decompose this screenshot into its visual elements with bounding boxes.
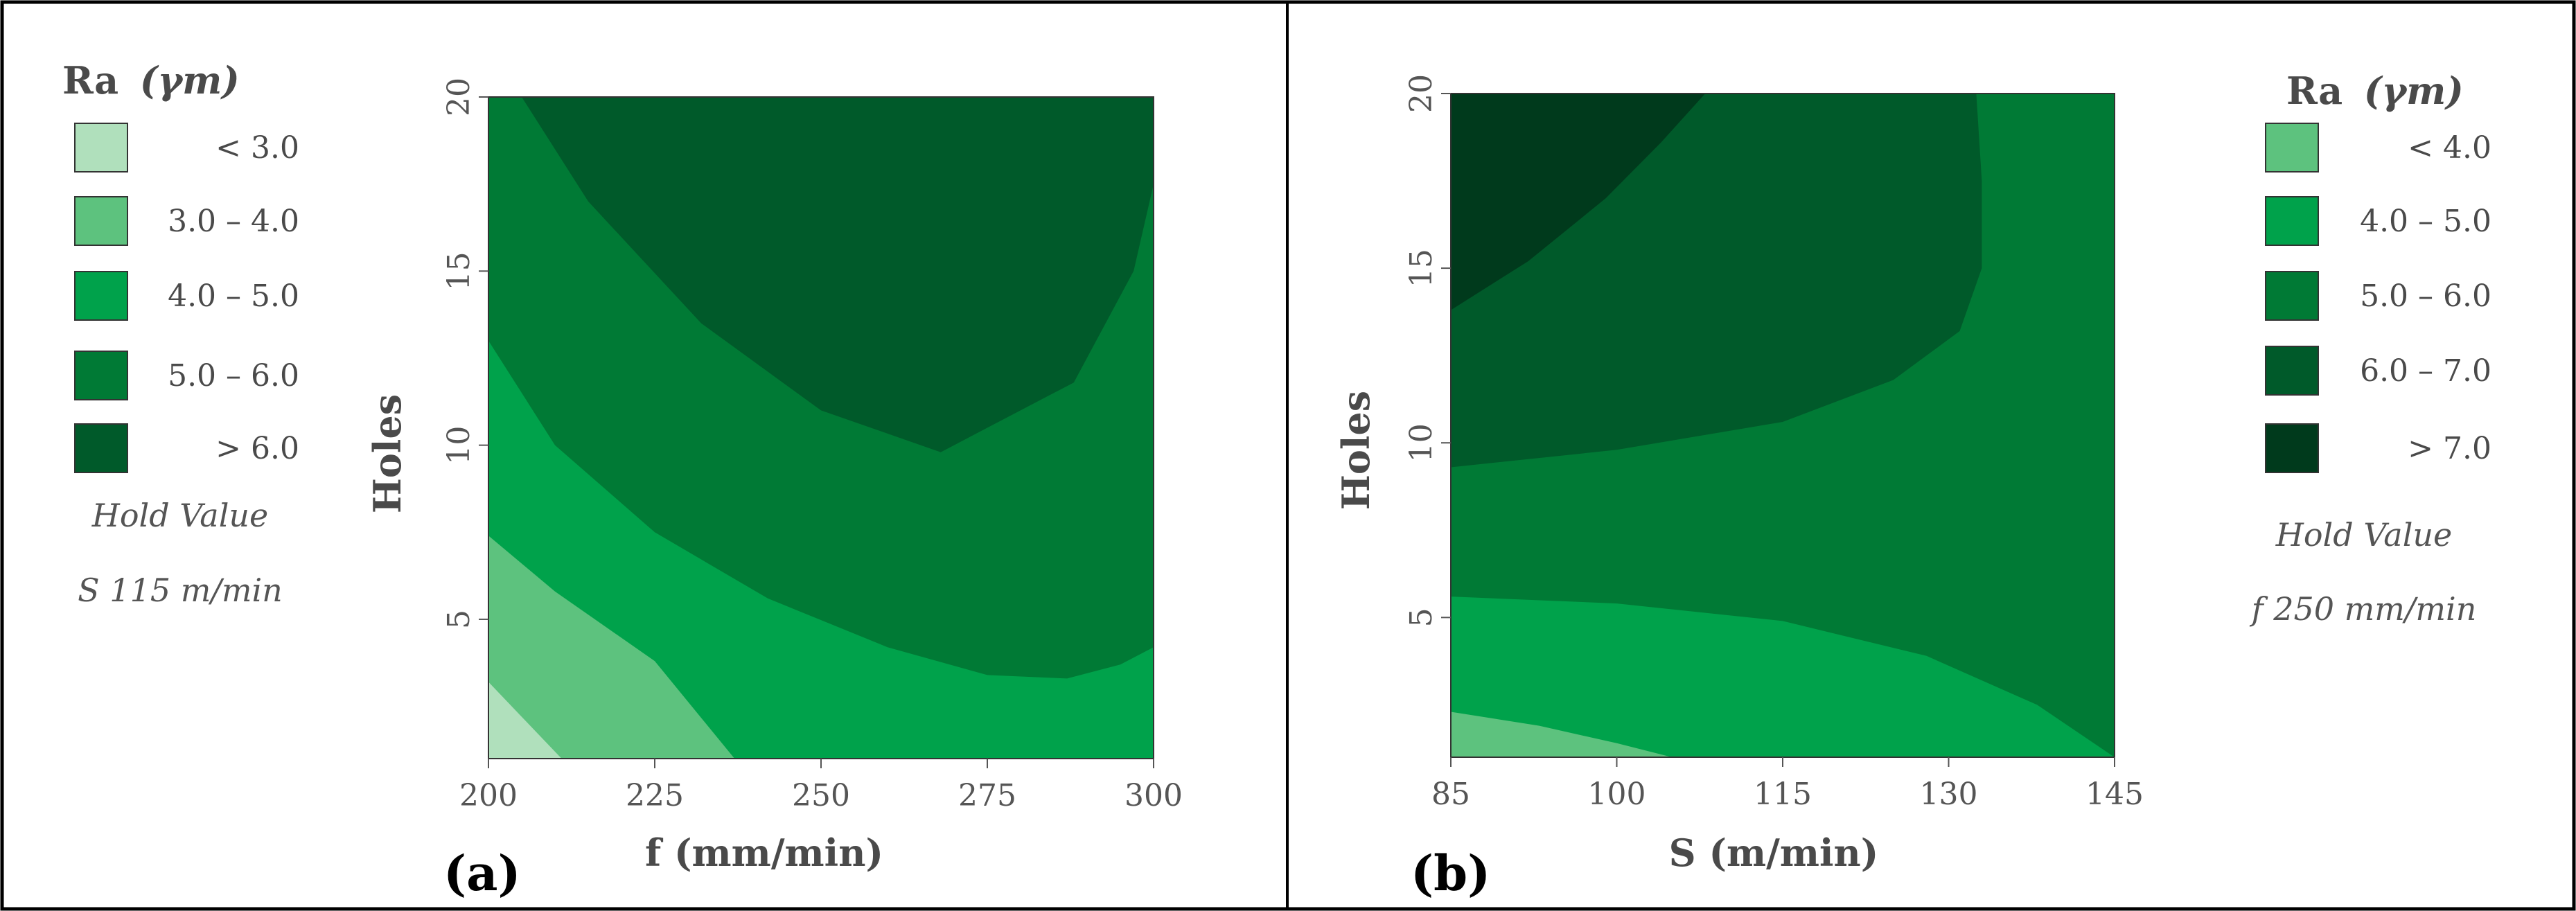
panel-a: Ra (γm) < 3.0 3.0 – 4.0 4.0 – 5.0 5.0 – …	[62, 58, 1183, 902]
x-tick-label-a-2: 250	[792, 778, 850, 813]
contour-region-a-2	[488, 340, 1154, 759]
y-ticks-a: 5 10 15 20	[441, 78, 488, 629]
legend-b-label-2: 5.0 – 6.0	[2360, 278, 2491, 314]
y-tick-label-a-0: 5	[441, 610, 477, 629]
legend-b-label-3: 6.0 – 7.0	[2360, 353, 2491, 389]
x-tick-label-b-4: 145	[2085, 777, 2144, 812]
legend-a-swatch-1	[74, 196, 128, 246]
contour-region-a-3	[488, 536, 735, 759]
y-axis-label-a: Holes	[365, 394, 409, 513]
x-ticks-b: 85 100 115 130 145	[1431, 757, 2144, 812]
contour-region-b-2	[1451, 94, 1706, 310]
x-tick-label-a-1: 225	[626, 778, 684, 813]
legend-b-title-text: Ra	[2286, 69, 2343, 113]
legend-a-swatch-2	[74, 271, 128, 321]
legend-a-label-4: > 6.0	[215, 431, 299, 466]
legend-a: Ra (γm) < 3.0 3.0 – 4.0 4.0 – 5.0 5.0 – …	[62, 58, 299, 609]
hold-value-a: S 115 m/min	[78, 572, 283, 609]
x-tick-label-a-3: 275	[958, 778, 1016, 813]
legend-b-swatch-3	[2265, 346, 2319, 396]
hold-value-b: f 250 mm/min	[2250, 590, 2477, 628]
legend-b-swatch-4	[2265, 423, 2319, 473]
x-tick-label-b-3: 130	[1920, 777, 1978, 812]
y-tick-label-b-0: 5	[1404, 608, 1439, 627]
panel-b: 85 100 115 130 145 5 10 15 20 Holes S (m/min) (…	[1334, 69, 2491, 902]
legend-b-label-1: 4.0 – 5.0	[2360, 204, 2491, 239]
y-tick-label-a-2: 15	[441, 251, 477, 290]
y-tick-label-b-3: 20	[1404, 74, 1439, 113]
legend-b-swatch-0	[2265, 123, 2319, 173]
legend-b-swatch-1	[2265, 196, 2319, 246]
contour-region-a-4	[488, 682, 562, 759]
legend-a-label-1: 3.0 – 4.0	[168, 204, 299, 239]
legend-b-label-0: < 4.0	[2408, 130, 2491, 166]
x-axis-label-a: f (mm/min)	[645, 831, 883, 875]
contour-region-a-1	[522, 97, 1154, 452]
legend-b: Ra (γm) < 4.0 4.0 – 5.0 5.0 – 6.0 6.0 – …	[2250, 69, 2491, 628]
x-tick-label-b-0: 85	[1431, 777, 1470, 812]
legend-a-label-3: 5.0 – 6.0	[168, 358, 299, 393]
hold-value-b-label: Hold Value	[2275, 516, 2453, 554]
y-tick-label-b-1: 10	[1404, 423, 1439, 462]
x-tick-label-a-4: 300	[1124, 778, 1183, 813]
legend-b-label-4: > 7.0	[2408, 431, 2491, 466]
legend-a-swatch-4	[74, 423, 128, 473]
panel-label-a: (a)	[443, 844, 521, 902]
x-axis-label-b: S (m/min)	[1669, 831, 1879, 875]
x-tick-label-a-0: 200	[459, 778, 518, 813]
y-tick-label-a-1: 10	[441, 426, 477, 465]
legend-a-swatch-0	[74, 123, 128, 173]
y-tick-label-a-3: 20	[441, 78, 477, 116]
legend-b-swatch-2	[2265, 271, 2319, 321]
x-tick-label-b-1: 100	[1588, 777, 1646, 812]
legend-b-title-unit: (γm)	[2364, 69, 2464, 113]
contour-region-b-3	[1451, 596, 2115, 757]
x-tick-label-b-2: 115	[1754, 777, 1812, 812]
legend-a-label-0: < 3.0	[215, 130, 299, 166]
y-ticks-b: 5 10 15 20	[1404, 74, 1451, 627]
plot-area-b	[1450, 93, 2115, 758]
legend-a-label-2: 4.0 – 5.0	[168, 278, 299, 314]
y-tick-label-b-2: 15	[1404, 249, 1439, 288]
legend-a-title: Ra (γm)	[62, 58, 240, 103]
plot-area-a	[488, 96, 1154, 759]
hold-value-a-label: Hold Value	[91, 497, 269, 534]
legend-a-title-text: Ra	[62, 58, 118, 103]
y-axis-label-b: Holes	[1334, 391, 1378, 510]
legend-b-title: Ra (γm)	[2286, 69, 2464, 113]
legend-a-swatch-3	[74, 351, 128, 400]
panel-label-b: (b)	[1411, 844, 1490, 902]
legend-a-title-unit: (γm)	[140, 58, 240, 103]
x-ticks-a: 200 225 250 275 300	[459, 759, 1183, 813]
contour-region-b-4	[1451, 711, 1673, 757]
